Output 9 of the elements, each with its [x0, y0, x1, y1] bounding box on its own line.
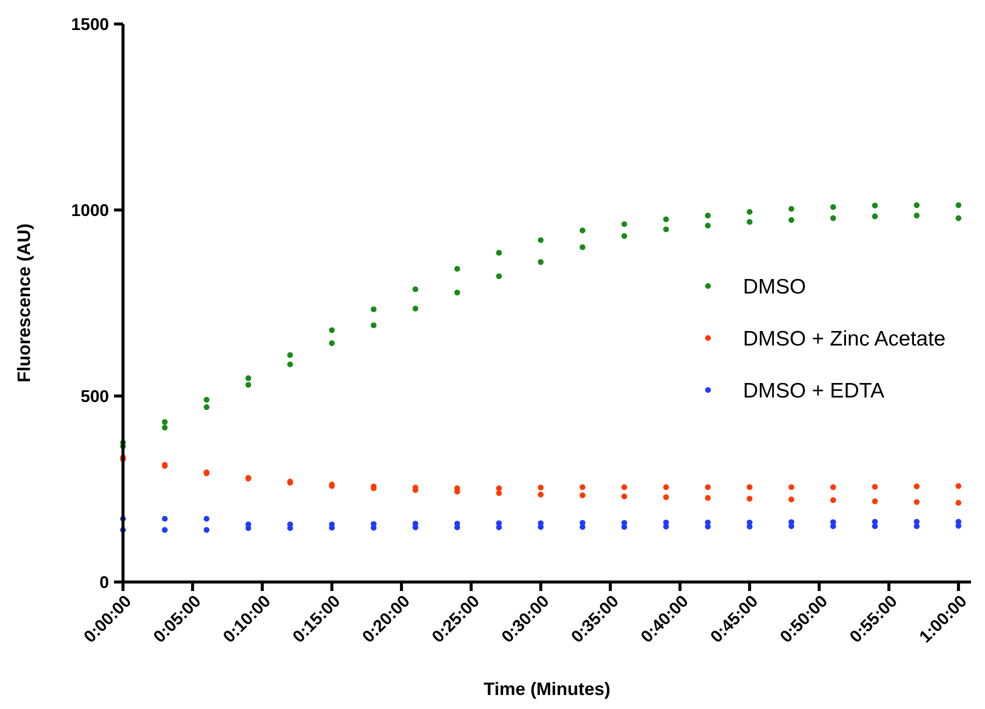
- y-tick-label: 1500: [71, 14, 109, 34]
- legend-label: DMSO + EDTA: [743, 379, 884, 402]
- legend-label: DMSO: [743, 275, 806, 298]
- y-tick-label: 0: [100, 572, 109, 592]
- y-axis-title: Fluorescence (AU): [14, 223, 34, 383]
- legend-label: DMSO + Zinc Acetate: [743, 327, 946, 350]
- y-tick-label: 500: [80, 386, 109, 406]
- y-tick-label: 1000: [71, 200, 109, 220]
- x-axis-title: Time (Minutes): [484, 679, 610, 699]
